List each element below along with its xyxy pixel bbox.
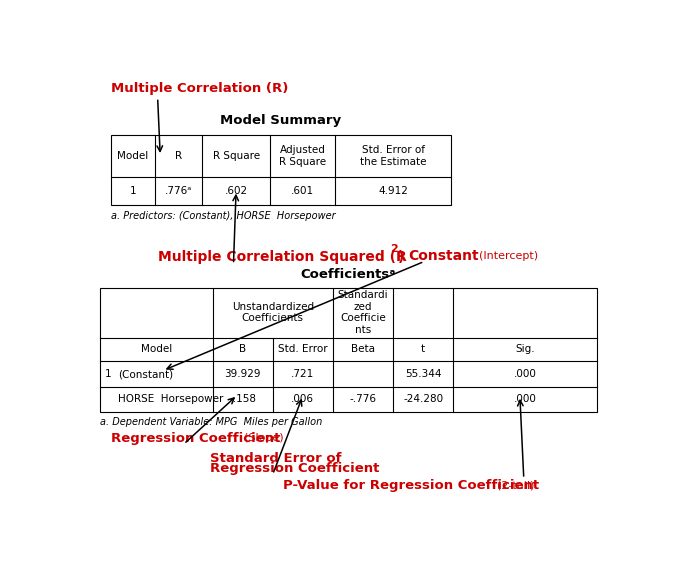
Text: Std. Error of
the Estimate: Std. Error of the Estimate: [360, 145, 427, 167]
Text: R Square: R Square: [213, 151, 260, 161]
Text: .000: .000: [514, 369, 537, 379]
Text: (Slope): (Slope): [244, 433, 284, 444]
Text: (Constant): (Constant): [118, 369, 173, 379]
Text: a. Predictors: (Constant), HORSE  Horsepower: a. Predictors: (Constant), HORSE Horsepo…: [111, 211, 335, 221]
Text: Beta: Beta: [351, 345, 375, 354]
Text: Multiple Correlation (R): Multiple Correlation (R): [111, 82, 288, 95]
Text: -.776: -.776: [350, 394, 377, 405]
Text: .000: .000: [514, 394, 537, 405]
Text: P-Value for Regression Coefficient: P-Value for Regression Coefficient: [284, 479, 539, 492]
Text: 55.344: 55.344: [405, 369, 441, 379]
Text: 2: 2: [390, 244, 398, 254]
Text: a. Dependent Variable: MPG  Miles per Gallon: a. Dependent Variable: MPG Miles per Gal…: [100, 417, 323, 427]
Text: Model: Model: [140, 345, 172, 354]
Text: Standardi
zed
Coefficie
nts: Standardi zed Coefficie nts: [338, 290, 388, 335]
Text: Multiple Correlation Squared (R: Multiple Correlation Squared (R: [158, 250, 406, 264]
Text: Coefficientsᵃ: Coefficientsᵃ: [301, 268, 396, 281]
Bar: [100, 288, 597, 412]
Text: Model: Model: [117, 151, 148, 161]
Text: Sig.: Sig.: [515, 345, 535, 354]
Text: 4.912: 4.912: [378, 186, 408, 195]
Text: Constant: Constant: [408, 249, 479, 263]
Text: .721: .721: [291, 369, 315, 379]
Text: Adjusted
R Square: Adjusted R Square: [279, 145, 326, 167]
Text: (Intercept): (Intercept): [479, 251, 539, 260]
Text: 39.929: 39.929: [224, 369, 261, 379]
Text: Unstandardized
Coefficients: Unstandardized Coefficients: [232, 302, 314, 323]
Text: Regression Coefficient: Regression Coefficient: [111, 432, 280, 445]
Text: Model Summary: Model Summary: [220, 114, 341, 127]
Text: .776ᵃ: .776ᵃ: [165, 186, 192, 195]
Text: Std. Error: Std. Error: [278, 345, 327, 354]
Text: Standard Error of: Standard Error of: [210, 452, 342, 465]
Text: -.158: -.158: [229, 394, 256, 405]
Bar: [111, 135, 451, 205]
Text: Regression Coefficient: Regression Coefficient: [210, 462, 379, 475]
Text: .006: .006: [292, 394, 315, 405]
Text: B: B: [239, 345, 246, 354]
Text: ): ): [398, 250, 404, 264]
Text: t: t: [421, 345, 425, 354]
Text: (2-tail): (2-tail): [497, 480, 534, 490]
Text: R: R: [175, 151, 182, 161]
Text: 1: 1: [105, 369, 112, 379]
Text: HORSE  Horsepower: HORSE Horsepower: [118, 394, 223, 405]
Text: .602: .602: [225, 186, 248, 195]
Text: .601: .601: [291, 186, 315, 195]
Text: 1: 1: [130, 186, 136, 195]
Text: -24.280: -24.280: [403, 394, 443, 405]
